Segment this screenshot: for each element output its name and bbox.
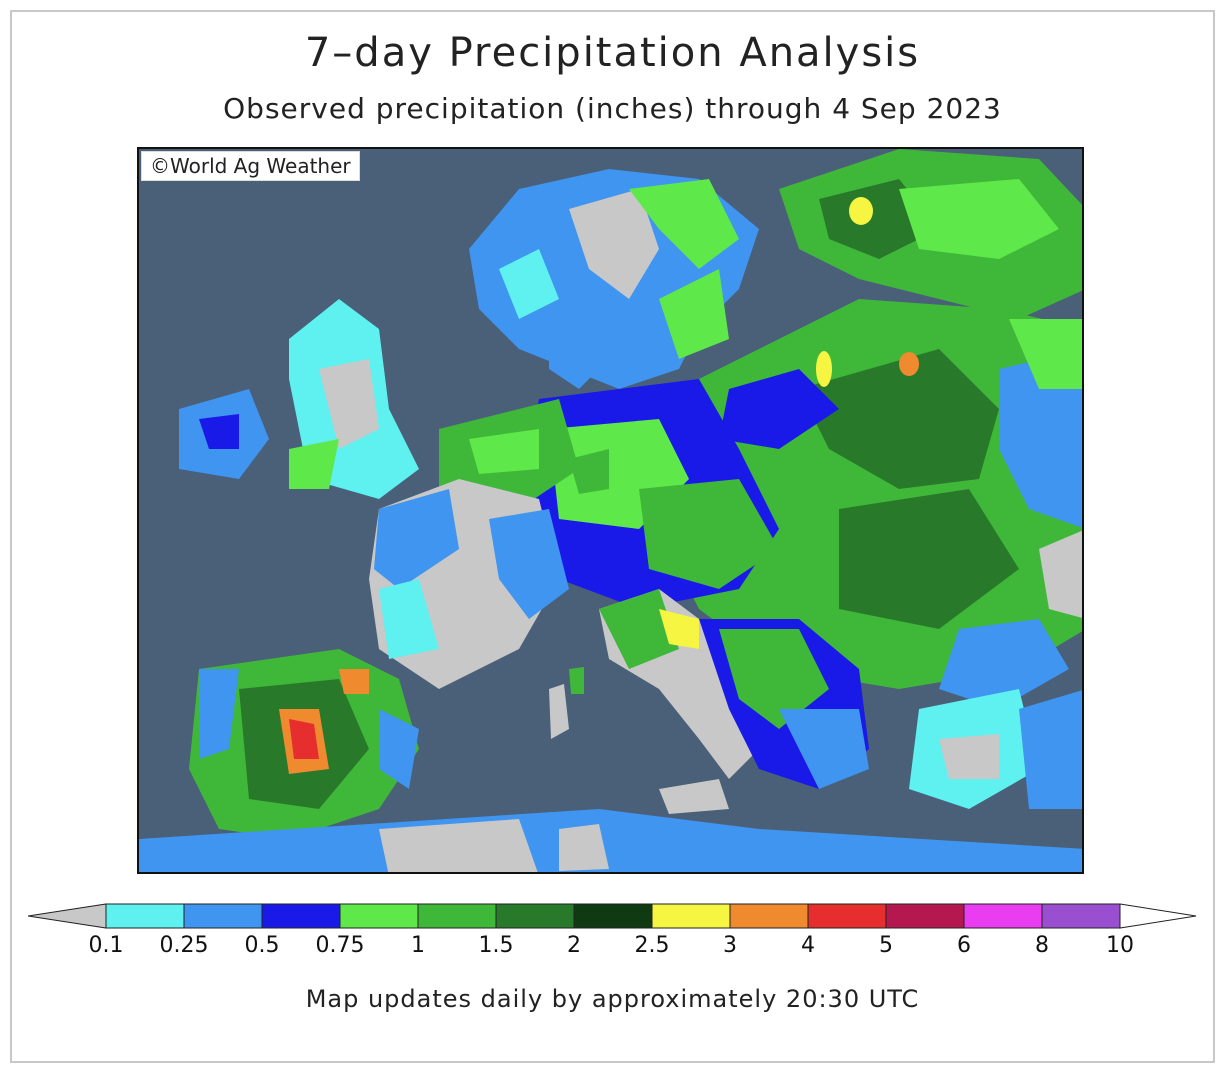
tick-label: 6 [957,933,971,958]
legend-6 [963,903,1043,929]
legend-2-5 [651,903,731,929]
tick-label: 5 [879,933,893,958]
legend-0-5 [261,903,341,929]
tick-label: 0.1 [88,933,124,958]
tick-label: 8 [1035,933,1049,958]
tick-label: 2.5 [634,933,670,958]
map-title: 7–day Precipitation Analysis [304,30,921,76]
legend-0-1 [105,903,185,929]
legend-2 [573,903,653,929]
legend-1 [417,903,497,929]
legend-3 [729,903,809,929]
tick-label: 0.5 [244,933,280,958]
legend-4 [807,903,887,929]
legend-lt-0-1 [28,903,107,929]
legend-ticks: 0.1 0.25 0.5 0.75 1 1.5 2 2.5 3 4 5 6 8 … [0,928,1225,958]
legend-5 [885,903,965,929]
tick-label: 0.75 [315,933,365,958]
copyright-label: ©World Ag Weather [141,151,360,181]
tick-label: 1.5 [478,933,514,958]
tick-label: 2 [567,933,581,958]
tick-label: 3 [723,933,737,958]
tick-label: 0.25 [159,933,209,958]
legend-0-75 [339,903,419,929]
tick-label: 10 [1106,933,1134,958]
legend-gt-10 [1119,903,1197,929]
precipitation-map: ©World Ag Weather [137,147,1084,874]
color-legend [28,900,1198,940]
legend-1-5 [495,903,575,929]
map-subtitle: Observed precipitation (inches) through … [223,92,1002,125]
legend-0-25 [183,903,263,929]
tick-label: 4 [801,933,815,958]
update-note: Map updates daily by approximately 20:30… [305,985,920,1013]
north-africa [139,809,1082,872]
tick-label: 1 [411,933,425,958]
legend-bar [28,903,1197,929]
legend-8 [1041,903,1121,929]
map-canvas [139,149,1082,872]
